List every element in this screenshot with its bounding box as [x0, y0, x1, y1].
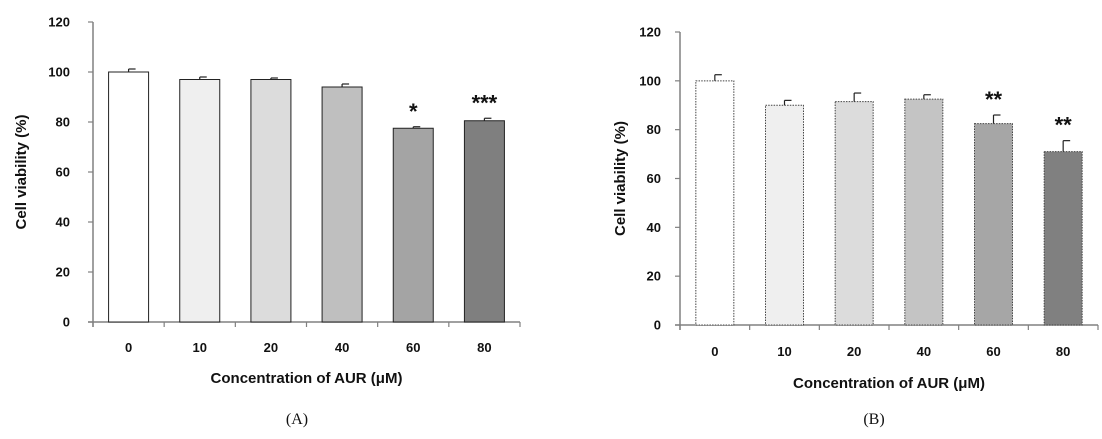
x-tick-label: 40 [917, 344, 931, 359]
x-tick-label: 40 [335, 340, 349, 355]
bar-10 [179, 79, 221, 323]
y-tick-label: 120 [639, 25, 661, 40]
y-tick-label: 60 [647, 171, 661, 186]
bar-0 [108, 71, 150, 323]
x-tick-label: 10 [193, 340, 207, 355]
y-tick-label: 40 [647, 220, 661, 235]
bar-60 [392, 127, 434, 323]
x-tick-label: 20 [264, 340, 278, 355]
x-axis-title: Concentration of AUR (μM) [793, 375, 985, 392]
x-tick-label: 0 [125, 340, 132, 355]
x-tick-label: 20 [847, 344, 861, 359]
bar-20 [250, 79, 292, 323]
chart-a: 0 20 40 60 80 100 120 0 10 20 40 * 60 *** 80 Concentrat… [13, 15, 521, 428]
y-tick-label: 20 [56, 265, 70, 280]
y-tick-label: 0 [63, 315, 70, 330]
y-tick-label: 60 [56, 165, 70, 180]
x-tick-label: 10 [777, 344, 791, 359]
x-tick-label: 60 [986, 344, 1000, 359]
bar-80 [463, 120, 505, 323]
x-tick-label: 80 [1056, 344, 1070, 359]
y-tick-label: 0 [654, 318, 661, 333]
significance-marker: ** [1055, 113, 1073, 138]
x-tick-label: 60 [406, 340, 420, 355]
chart-b: 0 20 40 60 80 100 120 0 10 20 40 ** 60 ** 80 Concentrat… [612, 25, 1099, 428]
panel-label: (A) [286, 411, 308, 428]
y-tick-label: 100 [639, 73, 661, 88]
x-tick-label: 0 [711, 344, 718, 359]
bar-0 [695, 80, 735, 326]
significance-marker: ** [985, 87, 1003, 112]
y-tick-label: 80 [56, 115, 70, 130]
y-axis-title: Cell viability (%) [13, 114, 30, 229]
bar-20 [834, 101, 874, 326]
significance-marker: * [409, 99, 418, 124]
bar-60 [974, 123, 1013, 326]
bar-40 [321, 86, 363, 323]
bar-80 [1043, 151, 1083, 326]
y-tick-label: 80 [647, 122, 661, 137]
y-axis-title: Cell viability (%) [612, 121, 629, 236]
y-tick-label: 100 [48, 65, 70, 80]
y-tick-label: 20 [647, 269, 661, 284]
significance-marker: *** [472, 90, 498, 115]
bar-10 [765, 104, 804, 326]
bar-40 [904, 98, 944, 326]
y-tick-label: 40 [56, 215, 70, 230]
panel-label: (B) [863, 411, 884, 428]
y-tick-label: 120 [48, 15, 70, 30]
x-tick-label: 80 [477, 340, 491, 355]
x-axis-title: Concentration of AUR (μM) [211, 370, 403, 387]
